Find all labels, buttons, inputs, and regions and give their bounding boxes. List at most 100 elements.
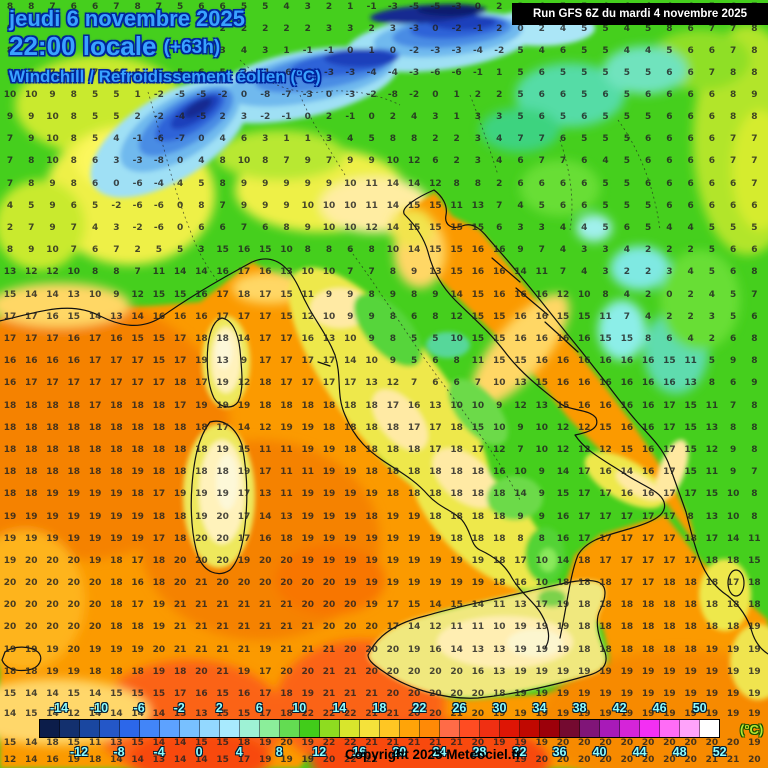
grid-value: 2	[134, 245, 140, 255]
grid-value: 19	[153, 622, 166, 632]
grid-value: 4	[581, 223, 587, 233]
grid-value: 18	[110, 445, 123, 455]
grid-value: 5	[92, 201, 98, 211]
grid-value: 6	[687, 46, 693, 56]
grid-value: 6	[432, 156, 438, 166]
grid-value: 4	[283, 2, 289, 12]
grid-value: 6	[666, 334, 672, 344]
grid-value: 8	[283, 223, 289, 233]
grid-value: 7	[368, 267, 374, 277]
colorbar-cell	[280, 720, 300, 737]
grid-value: 8	[751, 356, 757, 366]
grid-value: 15	[429, 245, 442, 255]
grid-value: 15	[450, 267, 463, 277]
colorbar-tick-label: -14	[50, 701, 68, 715]
grid-value: 19	[302, 755, 315, 765]
grid-value: 15	[131, 334, 144, 344]
grid-value: 16	[514, 578, 527, 588]
grid-value: 15	[621, 334, 634, 344]
grid-value: 19	[131, 645, 144, 655]
grid-value: 5	[709, 267, 715, 277]
grid-value: 7	[113, 245, 119, 255]
grid-value: 10	[387, 245, 400, 255]
grid-value: 17	[110, 378, 123, 388]
grid-value: 6	[730, 201, 736, 211]
grid-value: 0	[305, 112, 311, 122]
grid-value: 14	[174, 267, 187, 277]
grid-value: 20	[259, 578, 272, 588]
grid-value: 8	[262, 156, 268, 166]
grid-value: 18	[706, 578, 719, 588]
grid-value: 12	[557, 290, 570, 300]
grid-value: -1	[260, 68, 270, 78]
grid-value: 5	[709, 356, 715, 366]
grid-value: 19	[535, 689, 548, 699]
grid-value: 14	[153, 738, 166, 748]
grid-value: 20	[727, 738, 740, 748]
grid-value: 2	[326, 112, 332, 122]
grid-value: 4	[411, 112, 417, 122]
grid-value: -3	[409, 24, 419, 34]
grid-value: 18	[153, 512, 166, 522]
grid-value: 7	[220, 201, 226, 211]
grid-value: 20	[174, 556, 187, 566]
colorbar	[39, 719, 720, 738]
grid-value: 18	[323, 401, 336, 411]
grid-value: 15	[578, 312, 591, 322]
grid-value: 0	[113, 179, 119, 189]
grid-value: 4	[92, 223, 98, 233]
grid-value: 19	[280, 423, 293, 433]
grid-value: 17	[131, 378, 144, 388]
grid-value: 8	[368, 290, 374, 300]
grid-value: 18	[450, 423, 463, 433]
grid-value: 6	[560, 201, 566, 211]
grid-value: 6	[687, 112, 693, 122]
grid-value: 9	[305, 179, 311, 189]
grid-value: 19	[110, 512, 123, 522]
grid-value: 17	[663, 512, 676, 522]
grid-value: 19	[727, 689, 740, 699]
grid-value: 18	[621, 645, 634, 655]
grid-value: 8	[751, 334, 757, 344]
grid-value: 18	[110, 556, 123, 566]
grid-value: 12	[599, 445, 612, 455]
grid-value: 3	[666, 267, 672, 277]
grid-value: 18	[472, 467, 485, 477]
grid-value: 17	[153, 489, 166, 499]
grid-value: 17	[46, 334, 59, 344]
grid-value: 11	[280, 445, 293, 455]
grid-value: 16	[642, 467, 655, 477]
grid-value: 4	[496, 156, 502, 166]
grid-value: 14	[557, 556, 570, 566]
grid-value: 19	[323, 512, 336, 522]
grid-value: 2	[454, 156, 460, 166]
grid-value: 20	[578, 738, 591, 748]
grid-value: 21	[195, 622, 208, 632]
grid-value: 19	[46, 667, 59, 677]
grid-value: 18	[110, 401, 123, 411]
grid-value: 19	[706, 667, 719, 677]
grid-value: 17	[4, 312, 17, 322]
grid-value: 2	[7, 223, 13, 233]
grid-value: 6	[666, 90, 672, 100]
grid-value: -3	[303, 90, 313, 100]
colorbar-tick-label: 44	[633, 745, 647, 759]
grid-value: 6	[687, 90, 693, 100]
grid-value: 21	[259, 622, 272, 632]
grid-value: 7	[326, 156, 332, 166]
grid-value: 0	[475, 2, 481, 12]
grid-value: -6	[452, 68, 462, 78]
grid-value: 2	[666, 245, 672, 255]
grid-value: 19	[195, 356, 208, 366]
grid-value: 19	[4, 645, 17, 655]
grid-value: 9	[305, 223, 311, 233]
grid-value: 0	[177, 201, 183, 211]
grid-value: 7	[709, 68, 715, 78]
grid-value: 15	[684, 467, 697, 477]
grid-value: 8	[475, 179, 481, 189]
grid-value: 20	[621, 755, 634, 765]
grid-value: 12	[429, 179, 442, 189]
grid-value: 19	[302, 489, 315, 499]
grid-value: 14	[46, 689, 59, 699]
grid-value: 7	[730, 24, 736, 34]
